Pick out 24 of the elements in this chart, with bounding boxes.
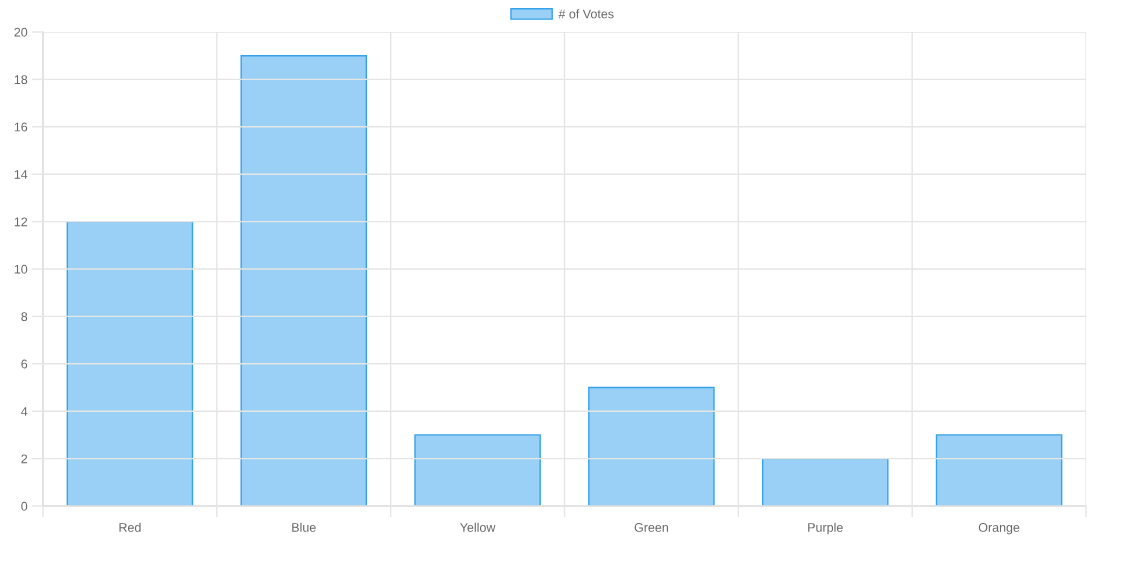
x-tick-label: Blue: [292, 522, 316, 532]
y-tick-label: 20: [14, 27, 28, 37]
bar: [240, 55, 368, 506]
x-tick-label: Orange: [978, 523, 1020, 535]
y-tick-label: 12: [14, 217, 28, 227]
y-tick-label: 18: [14, 75, 28, 85]
y-tick-label: 8: [21, 312, 28, 322]
y-tick-label: 14: [14, 170, 28, 179]
bar: [588, 386, 715, 506]
y-tick-label: 6: [21, 359, 28, 369]
y-tick-label: 10: [14, 264, 28, 274]
x-tick-label: Green: [634, 523, 668, 532]
x-tick-label: Purple: [808, 522, 843, 535]
y-tick-label: 16: [14, 122, 28, 132]
bar: [66, 220, 194, 506]
bar: [761, 457, 889, 506]
bar: [935, 434, 1063, 506]
legend-label: # of Votes: [558, 9, 614, 19]
x-tick-label: Red: [119, 522, 141, 532]
x-tick-label: Yellow: [460, 522, 496, 532]
y-tick-label: 0: [21, 501, 28, 511]
y-tick-label: 4: [21, 407, 28, 416]
y-tick-label: 2: [21, 454, 28, 464]
bar: [414, 434, 541, 506]
